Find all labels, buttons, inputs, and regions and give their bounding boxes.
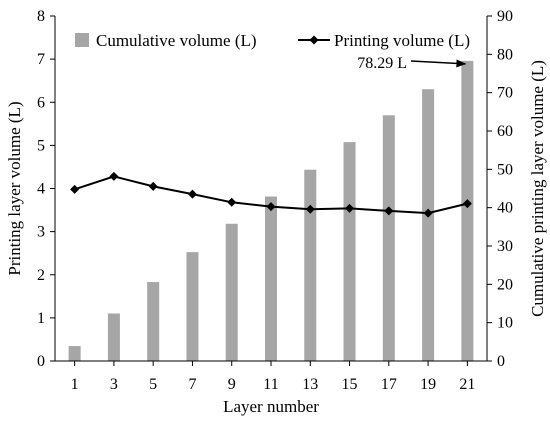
annotation-arrow — [410, 59, 467, 68]
annotation-label: 78.29 L — [357, 55, 407, 72]
y-axis-left-title: Printing layer volume (L) — [5, 101, 24, 275]
x-tick-label: 5 — [149, 376, 157, 393]
line-point — [266, 202, 276, 212]
y-right-tick-label: 70 — [497, 85, 513, 102]
y-right-tick-label: 30 — [497, 238, 513, 255]
y-right-tick-label: 0 — [497, 353, 505, 370]
y-right-tick-label: 50 — [497, 161, 513, 178]
y-left-tick-label: 7 — [37, 51, 45, 68]
line-point — [384, 206, 394, 216]
bar — [225, 223, 238, 361]
y-right-tick-label: 60 — [497, 123, 513, 140]
y-left-tick-label: 2 — [37, 267, 45, 284]
line-point — [462, 199, 472, 209]
bar — [147, 282, 160, 361]
line-layer — [70, 171, 472, 218]
y-right-tick-label: 90 — [497, 8, 513, 25]
x-tick-label: 9 — [228, 376, 236, 393]
y-left-tick-label: 5 — [37, 137, 45, 154]
line-point — [187, 189, 197, 199]
bar — [461, 60, 474, 361]
x-tick-label: 17 — [381, 376, 397, 393]
x-tick-label: 1 — [71, 376, 79, 393]
y-left-tick-label: 6 — [37, 94, 45, 111]
y-axis-right-title: Cumulative printing layer volume (L) — [528, 60, 547, 317]
legend: Cumulative volume (L) Printing volume (L… — [75, 31, 470, 50]
y-right-tick-label: 80 — [497, 46, 513, 63]
x-tick-label: 19 — [420, 376, 436, 393]
x-tick-label: 3 — [110, 376, 118, 393]
legend-swatch-printing-marker — [309, 35, 319, 45]
bar — [382, 115, 395, 362]
line-point — [423, 208, 433, 218]
y-left-tick-label: 1 — [37, 310, 45, 327]
bar — [68, 346, 81, 361]
y-left-tick-label: 4 — [37, 181, 45, 198]
x-tick-label: 15 — [342, 376, 358, 393]
y-left-tick-label: 3 — [37, 224, 45, 241]
line-point — [305, 204, 315, 214]
bar — [304, 169, 317, 361]
line-point — [345, 203, 355, 213]
legend-label-printing: Printing volume (L) — [334, 31, 470, 50]
bar — [186, 252, 199, 361]
line-point — [227, 197, 237, 207]
y-right-tick-label: 40 — [497, 200, 513, 217]
bar — [265, 196, 277, 361]
annotation: 78.29 L — [357, 55, 467, 72]
x-tick-label: 11 — [263, 376, 278, 393]
y-left-tick-label: 0 — [37, 353, 45, 370]
bars-layer — [68, 60, 474, 362]
line-point — [109, 171, 119, 181]
line-point — [70, 184, 80, 194]
bar — [343, 142, 356, 361]
bar — [107, 313, 120, 361]
y-left-tick-label: 8 — [37, 8, 45, 25]
y-right-tick-label: 20 — [497, 276, 513, 293]
y-right-tick-label: 10 — [497, 315, 513, 332]
x-tick-label: 7 — [188, 376, 196, 393]
bar — [422, 89, 435, 361]
x-tick-label: 21 — [459, 376, 475, 393]
line-point — [148, 181, 158, 191]
legend-swatch-cumulative — [75, 33, 89, 47]
x-axis-title: Layer number — [223, 397, 319, 416]
x-tick-label: 13 — [302, 376, 318, 393]
legend-label-cumulative: Cumulative volume (L) — [96, 31, 257, 50]
